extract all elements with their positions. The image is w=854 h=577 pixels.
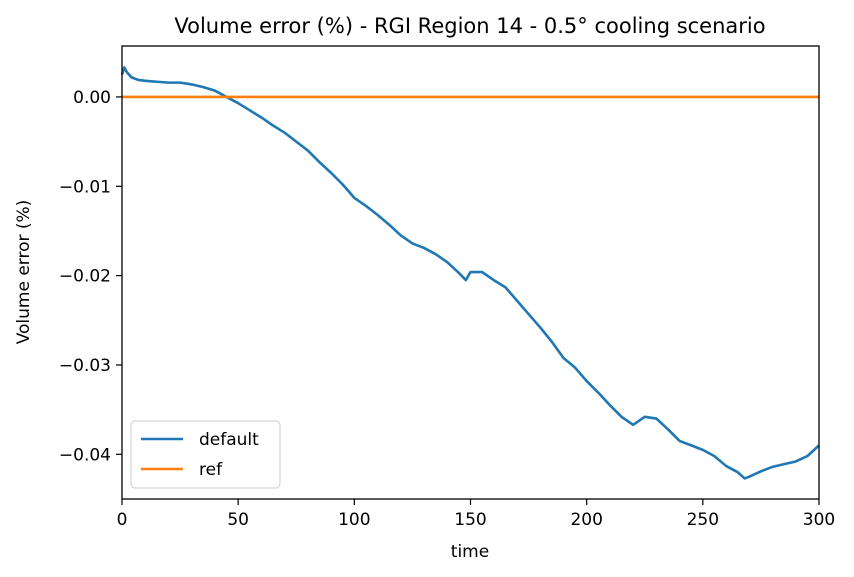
legend: default ref (130, 420, 281, 489)
x-tick-label: 300 (803, 510, 835, 530)
y-tick-label: −0.04 (59, 445, 111, 465)
x-axis: 0 50 100 150 200 250 300 (117, 499, 835, 530)
legend-label-ref: ref (199, 460, 223, 480)
x-tick-label: 50 (227, 510, 249, 530)
x-axis-label: time (451, 542, 489, 562)
x-tick-label: 0 (117, 510, 128, 530)
y-tick-label: −0.03 (59, 356, 111, 376)
y-axis-label: Volume error (%) (14, 200, 34, 345)
x-tick-label: 200 (570, 510, 602, 530)
y-axis: 0.00 −0.01 −0.02 −0.03 −0.04 (59, 88, 122, 465)
x-tick-label: 150 (454, 510, 486, 530)
series-layer (120, 66, 820, 480)
legend-items: default ref (141, 430, 259, 480)
y-tick-label: −0.02 (59, 267, 111, 287)
y-tick-label: 0.00 (73, 88, 111, 108)
series-line-default (120, 66, 820, 480)
chart-title: Volume error (%) - RGI Region 14 - 0.5° … (174, 14, 765, 38)
legend-label-default: default (199, 430, 259, 450)
x-tick-label: 250 (687, 510, 719, 530)
x-tick-label: 100 (338, 510, 370, 530)
y-tick-label: −0.01 (59, 177, 111, 197)
